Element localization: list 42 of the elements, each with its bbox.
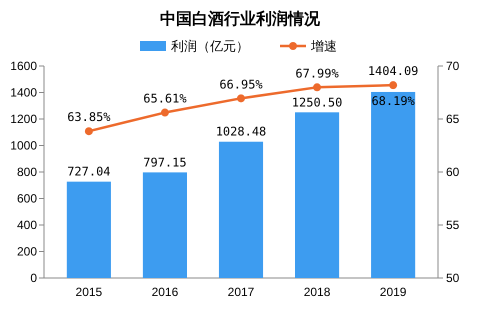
legend-label: 增速 (310, 38, 337, 54)
y2-tick-label: 55 (446, 218, 460, 232)
y2-tick-label: 65 (446, 112, 460, 126)
data-label: 66.95% (219, 77, 264, 92)
x-tick-label: 2017 (228, 285, 255, 299)
point (237, 94, 245, 102)
bar (142, 172, 187, 278)
chart-title: 中国白酒行业利润情况 (160, 10, 321, 28)
bar (295, 112, 340, 278)
x-tick-label: 2016 (152, 285, 179, 299)
y-tick-label: 600 (16, 192, 38, 206)
y-tick-label: 1000 (10, 138, 38, 153)
bar (66, 182, 111, 278)
point (389, 81, 398, 90)
point (160, 108, 169, 117)
y-tick-label: 800 (16, 165, 38, 180)
y2-tick-label: 50 (446, 271, 460, 286)
y-tick-label: 1200 (10, 112, 38, 126)
data-label: 63.85% (67, 110, 112, 124)
y-tick-label: 200 (16, 244, 38, 259)
y-tick-label: 1400 (10, 86, 38, 100)
x-tick-label: 2015 (76, 285, 103, 299)
y-tick-label: 0 (30, 271, 38, 286)
y-tick-label: 1600 (10, 59, 38, 74)
legend-label: 利润（亿元） (171, 38, 249, 54)
y2-tick-label: 70 (446, 59, 460, 74)
bar (218, 142, 264, 278)
point (84, 127, 93, 136)
x-tick-label: 2019 (380, 285, 407, 299)
data-label: 797.15 (143, 155, 187, 170)
data-label: 1404.09 (368, 64, 418, 78)
data-label: 65.61% (143, 92, 188, 106)
data-label: 1250.50 (292, 95, 342, 110)
data-label: 67.99% (295, 66, 340, 80)
y2-tick-label: 60 (446, 165, 460, 180)
data-label: 727.04 (67, 164, 111, 179)
bar (371, 92, 416, 278)
x-tick-label: 2018 (304, 285, 331, 299)
data-label: 1028.48 (216, 124, 266, 139)
data-label: 68.19% (371, 94, 416, 108)
y-tick-label: 400 (16, 218, 38, 232)
point (313, 83, 322, 92)
